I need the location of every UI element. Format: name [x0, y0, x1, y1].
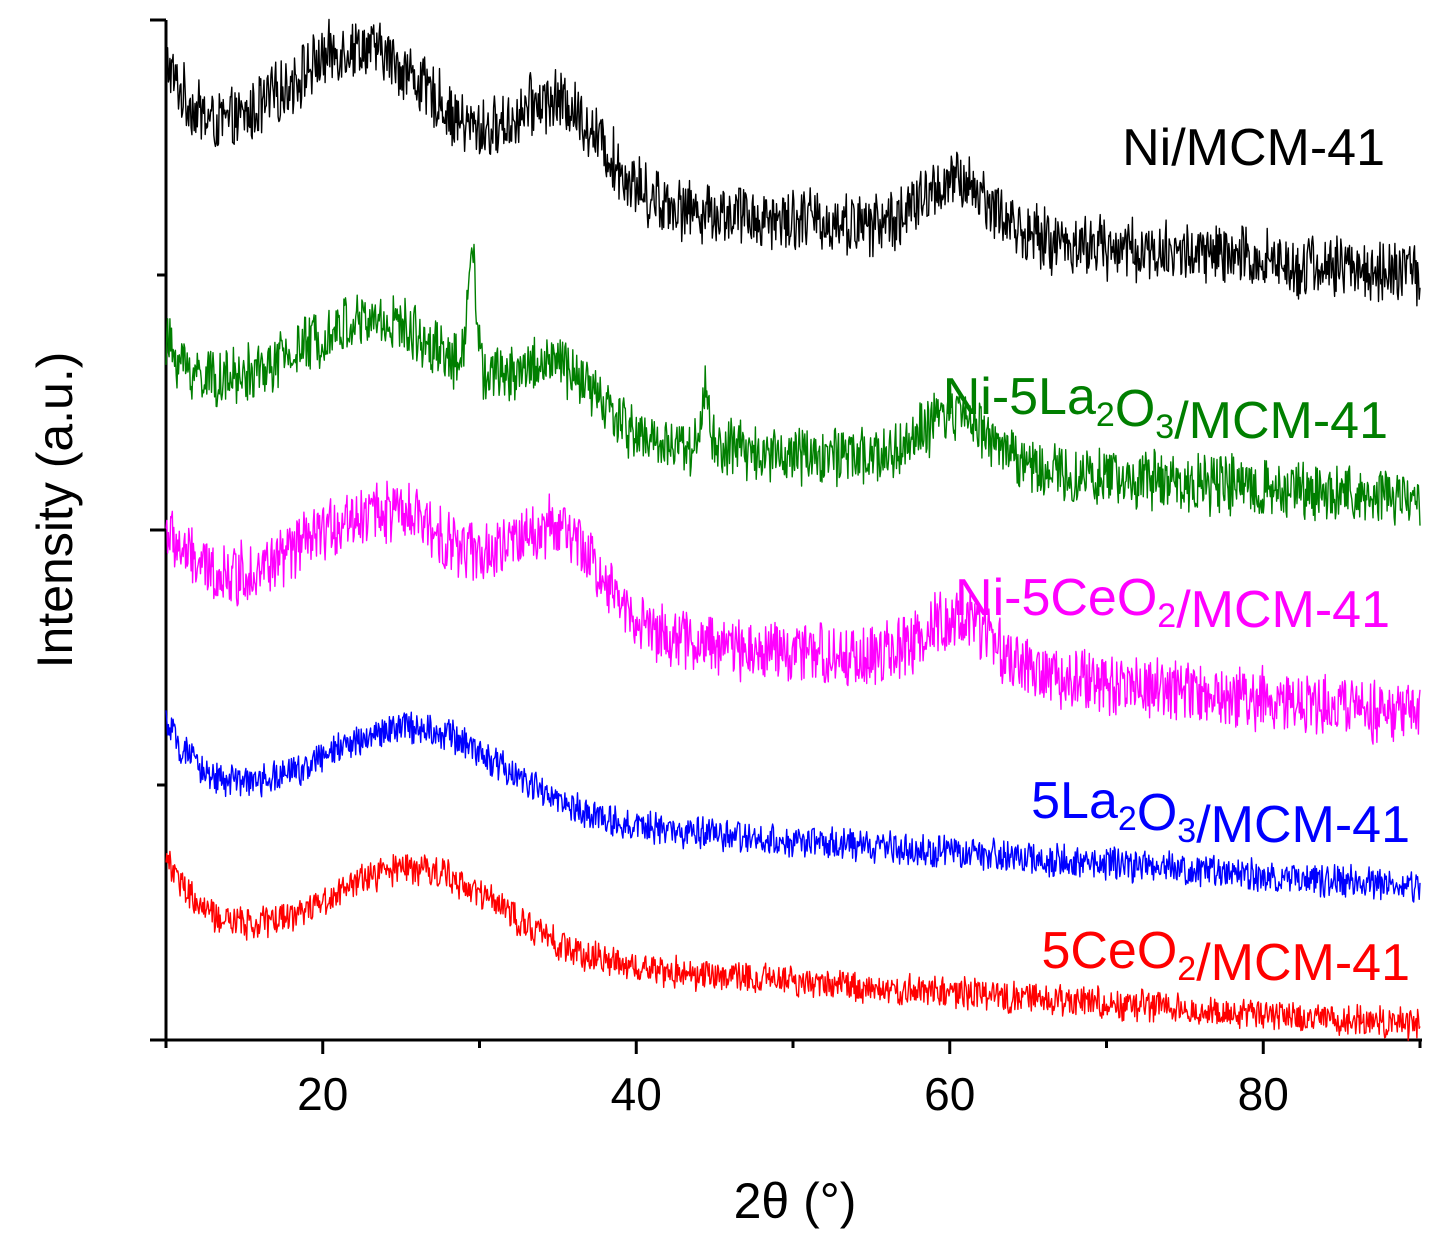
- x-tick-label: 60: [924, 1068, 975, 1120]
- label-subscript: 2: [1096, 396, 1115, 434]
- series-label-ni-ceo2: Ni-5CeO2/MCM-41: [955, 569, 1390, 639]
- label-text: Ni-5CeO: [955, 569, 1157, 627]
- series-label-ceo2: 5CeO2/MCM-41: [1041, 922, 1410, 992]
- series-layer: [165, 18, 1421, 1041]
- label-subscript: 2: [1177, 950, 1196, 988]
- label-text: O: [1137, 784, 1177, 842]
- label-subscript: 2: [1157, 597, 1176, 635]
- label-text: /MCM-41: [1196, 934, 1410, 992]
- label-text: /MCM-41: [1176, 581, 1390, 639]
- label-text: /MCM-41: [1196, 796, 1410, 854]
- series-labels: Ni/MCM-41 Ni-5La2O3/MCM-41 Ni-5CeO2/MCM-…: [943, 119, 1410, 992]
- label-text: /MCM-41: [1174, 392, 1388, 450]
- ticks-layer: 20 40 60 80: [150, 18, 1422, 1120]
- x-tick-label: 40: [611, 1068, 662, 1120]
- series-line-ceo2_mcm41: [165, 850, 1421, 1041]
- series-label-ni-mcm41: Ni/MCM-41: [1122, 119, 1385, 177]
- label-subscript: 2: [1118, 800, 1137, 838]
- x-tick-label: 20: [297, 1068, 348, 1120]
- series-label-ni-la2o3: Ni-5La2O3/MCM-41: [943, 368, 1388, 450]
- label-text: O: [1115, 380, 1155, 438]
- label-subscript: 3: [1155, 408, 1174, 446]
- y-axis-title: Intensity (a.u.): [27, 352, 83, 669]
- label-subscript: 3: [1177, 812, 1196, 850]
- series-line-la2o3_mcm41: [165, 710, 1421, 903]
- series-line-ni_la2o3_mcm41: [165, 243, 1421, 526]
- series-label-la2o3: 5La2O3/MCM-41: [1031, 772, 1410, 854]
- label-text: 5CeO: [1041, 922, 1177, 980]
- x-axis-title: 2θ (°): [734, 1173, 857, 1229]
- x-tick-label: 80: [1238, 1068, 1289, 1120]
- series-line-ni_ceo2_mcm41: [165, 480, 1421, 745]
- label-text: 5La: [1031, 772, 1118, 830]
- label-text: Ni-5La: [943, 368, 1096, 426]
- series-line-ni_mcm41: [165, 18, 1421, 307]
